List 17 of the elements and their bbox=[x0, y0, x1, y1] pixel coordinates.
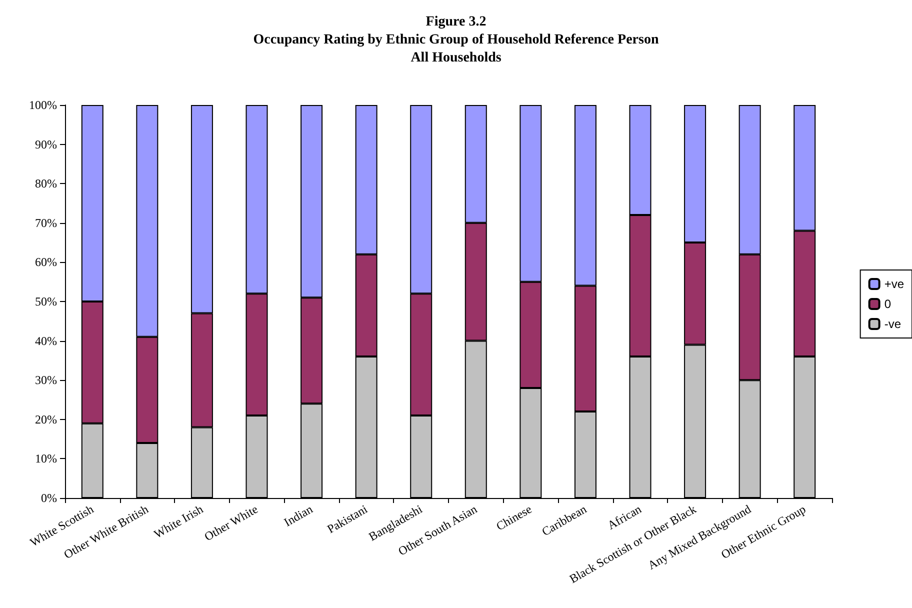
y-tick-label: 10% bbox=[35, 452, 57, 466]
x-tick-label: White Irish bbox=[151, 502, 206, 542]
y-tick-label: 80% bbox=[35, 176, 57, 191]
y-tick-label: 20% bbox=[35, 412, 57, 426]
legend-label: -ve bbox=[884, 317, 902, 331]
chart-title: Figure 3.2 Occupancy Rating by Ethnic Group of Household Reference Person All Households bbox=[253, 14, 659, 66]
y-tick-label: 60% bbox=[35, 255, 57, 270]
y-tick-label: 40% bbox=[35, 334, 57, 348]
y-tick-label: 50% bbox=[35, 294, 57, 308]
y-tick-label: 70% bbox=[35, 216, 57, 230]
y-tick-label: 90% bbox=[35, 137, 57, 152]
legend-label: 0 bbox=[884, 297, 892, 311]
y-tick-label: 0% bbox=[41, 491, 57, 505]
y-tick-label: 100% bbox=[29, 98, 57, 112]
y-tick-label: 30% bbox=[35, 373, 57, 388]
x-tick-label: Indian bbox=[282, 502, 316, 530]
legend-label: +ve bbox=[884, 277, 904, 291]
